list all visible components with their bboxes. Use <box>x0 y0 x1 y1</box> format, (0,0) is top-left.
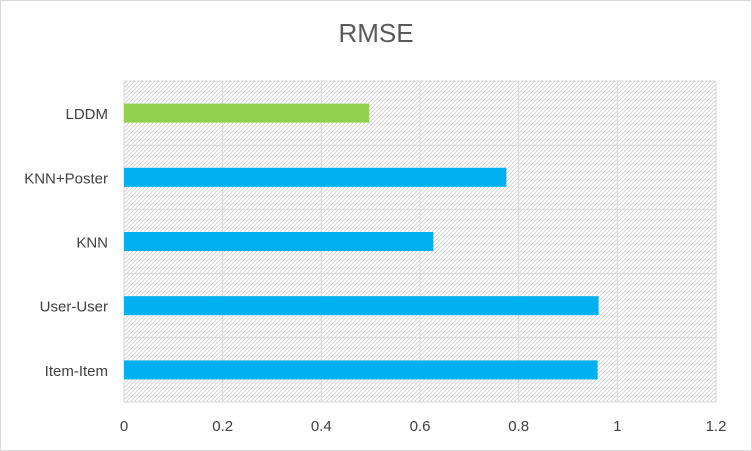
x-tick-label: 0.2 <box>212 418 233 435</box>
x-tick-label: 0.8 <box>508 418 529 435</box>
x-tick-label: 0.4 <box>311 418 332 435</box>
x-tick-labels: 0 0.2 0.4 0.6 0.8 1 1.2 <box>120 418 727 435</box>
x-tick-label: 1 <box>613 418 621 435</box>
bars <box>124 103 599 380</box>
x-tick-label: 0.6 <box>410 418 431 435</box>
category-label: KNN+Poster <box>24 170 108 187</box>
bar-knn <box>124 232 434 251</box>
bar-lddm <box>124 103 370 123</box>
category-label: LDDM <box>65 106 108 123</box>
category-labels: LDDM KNN+Poster KNN User-User Item-Item <box>24 106 108 380</box>
chart-title: RMSE <box>338 18 414 48</box>
bar-item-item <box>124 360 598 380</box>
category-label: User-User <box>40 299 108 316</box>
category-label: KNN <box>76 235 108 252</box>
x-tick-label: 1.2 <box>706 418 727 435</box>
x-tick-label: 0 <box>120 418 128 435</box>
category-label: Item-Item <box>45 363 108 380</box>
bar-user-user <box>124 296 599 316</box>
bar-knn-poster <box>124 167 507 187</box>
